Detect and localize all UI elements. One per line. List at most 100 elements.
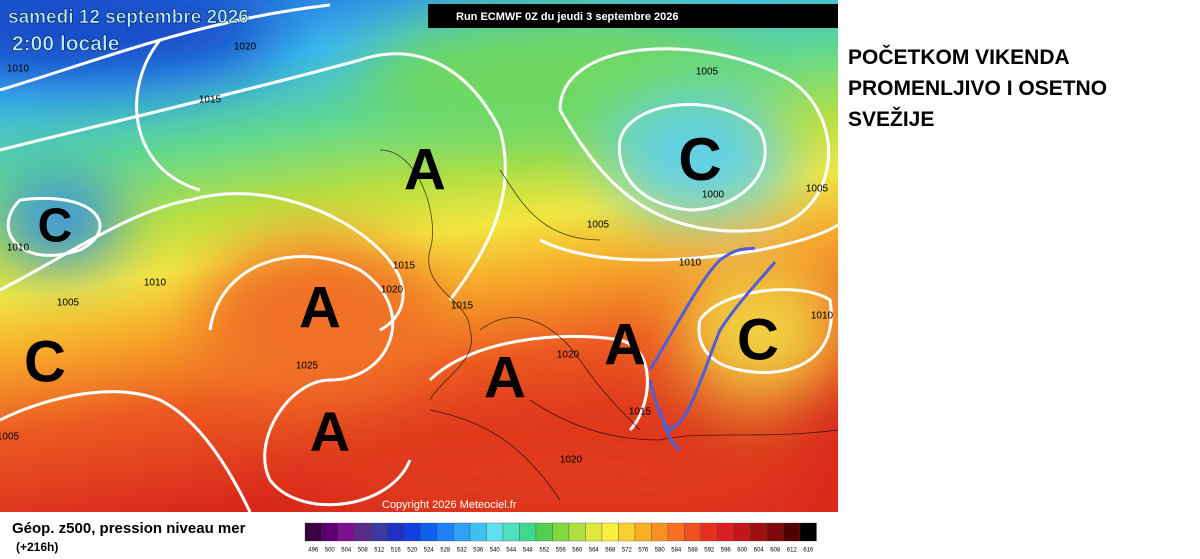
pressure-center: A (404, 137, 446, 202)
isobar-label: 1005 (57, 298, 80, 309)
scale-swatch (304, 522, 322, 542)
headline-line: SVEŽIJE (848, 108, 935, 131)
pressure-center: A (604, 312, 646, 377)
scale-swatch (700, 522, 718, 542)
scale-label: 560 (572, 548, 583, 554)
scale-label: 512 (374, 548, 385, 554)
isobar-label: 1015 (629, 407, 652, 418)
date-label: samedi 12 septembre 2026 (8, 7, 249, 28)
legend-title: Géop. z500, pression niveau mer (12, 520, 246, 537)
scale-label: 504 (341, 548, 352, 554)
isobar-label: 1005 (0, 432, 20, 443)
scale-label: 568 (605, 548, 616, 554)
scale-label: 604 (754, 548, 765, 554)
scale-swatch (601, 522, 619, 542)
copyright: Copyright 2026 Meteociel.fr (382, 499, 517, 511)
legend-lead: (+216h) (16, 540, 58, 554)
isobar-label: 1020 (560, 455, 583, 466)
scale-label: 608 (770, 548, 781, 554)
scale-label: 596 (721, 548, 732, 554)
scale-swatch (469, 522, 487, 542)
scale-label: 576 (638, 548, 649, 554)
scale-label: 552 (539, 548, 550, 554)
scale-swatch (667, 522, 685, 542)
scale-swatch (750, 522, 768, 542)
headline-line: PROMENLJIVO I OSETNO (848, 77, 1108, 100)
headline: POČETKOM VIKENDA PROMENLJIVO I OSETNO SV… (848, 42, 1188, 135)
scale-swatch (387, 522, 405, 542)
coastlines (379, 149, 838, 501)
time-label: 2:00 locale (12, 33, 119, 56)
legend: Géop. z500, pression niveau mer (+216h) … (12, 520, 817, 554)
isobar-label: 1020 (557, 350, 580, 361)
scale-label: 572 (622, 548, 633, 554)
isobar-label: 1015 (393, 261, 416, 272)
isobar-label: 1005 (587, 220, 610, 231)
scale-swatch (651, 522, 669, 542)
pressure-center: C (24, 329, 66, 394)
pressure-center: C (678, 126, 721, 193)
scale-label: 536 (473, 548, 484, 554)
scale-swatch (634, 522, 652, 542)
scale-label: 592 (704, 548, 715, 554)
scale-label: 612 (787, 548, 798, 554)
scale-swatch (766, 522, 784, 542)
isobar-label: 1010 (144, 278, 167, 289)
pressure-center: A (484, 345, 526, 410)
isobar-label: 1010 (811, 311, 834, 322)
scale-swatch (684, 522, 702, 542)
scale-swatch (552, 522, 570, 542)
scale-swatch (618, 522, 636, 542)
isobar-label: 1020 (234, 42, 257, 53)
scale-swatch (453, 522, 471, 542)
scale-label: 548 (523, 548, 534, 554)
scale-label: 588 (688, 548, 699, 554)
scale-swatch (799, 522, 817, 542)
scale-swatch (717, 522, 735, 542)
scale-swatch (403, 522, 421, 542)
scale-label: 580 (655, 548, 666, 554)
scale-swatch (568, 522, 586, 542)
isobar-label: 1005 (806, 184, 829, 195)
scale-label: 600 (737, 548, 748, 554)
run-banner (428, 4, 838, 28)
isobars (0, 3, 838, 512)
scale-label: 508 (358, 548, 369, 554)
scale-swatch (486, 522, 504, 542)
scale-label: 564 (589, 548, 600, 554)
pressure-center: A (299, 275, 341, 340)
isobar-label: 1015 (451, 301, 474, 312)
scale-label: 584 (671, 548, 682, 554)
isobar-label: 1005 (696, 67, 719, 78)
isobar-label: 1010 (7, 64, 30, 75)
isobar-label: 1020 (381, 285, 404, 296)
scale-swatch (585, 522, 603, 542)
scale-swatch (420, 522, 438, 542)
headline-line: POČETKOM VIKENDA (848, 46, 1070, 69)
scale-swatch (502, 522, 520, 542)
scale-swatch (337, 522, 355, 542)
scale-swatch (535, 522, 553, 542)
scale-label: 544 (506, 548, 517, 554)
scale-label: 516 (391, 548, 402, 554)
scale-label: 528 (440, 548, 451, 554)
weather-map: 1015 1020 1010 1015 1005 1000 1005 1005 1010 1010… (0, 0, 838, 512)
scale-swatch (783, 522, 801, 542)
hand-drawn-outline (648, 246, 777, 452)
pressure-center: A (310, 400, 350, 463)
scale-swatch (370, 522, 388, 542)
scale-label: 500 (325, 548, 336, 554)
isobar-label: 1000 (702, 190, 725, 201)
scale-label: 496 (308, 548, 319, 554)
scale-label: 540 (490, 548, 501, 554)
isobar-label: 1010 (7, 243, 30, 254)
run-label: Run ECMWF 0Z du jeudi 3 septembre 2026 (456, 11, 679, 23)
scale-label: 616 (803, 548, 814, 554)
isobar-label: 1025 (296, 361, 319, 372)
scale-label: 532 (457, 548, 468, 554)
scale-label: 520 (407, 548, 418, 554)
isobar-label: 1010 (679, 258, 702, 269)
scale-swatch (519, 522, 537, 542)
scale-swatch (321, 522, 339, 542)
